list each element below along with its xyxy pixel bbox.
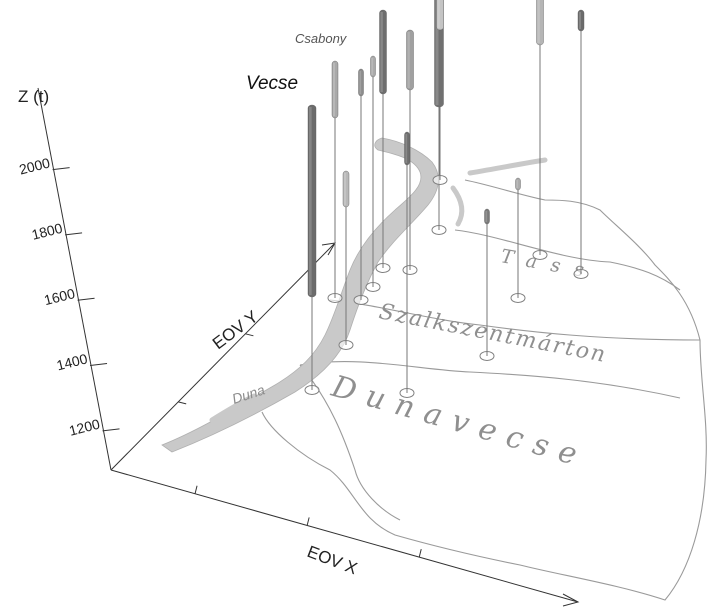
szalk-bar-highlight xyxy=(380,12,383,92)
z-tick-label-1600: 1600 xyxy=(42,285,76,308)
duna-side-channel xyxy=(467,157,548,176)
x-tick-0 xyxy=(194,485,198,494)
tetetlen-label: Tetétlen xyxy=(557,0,603,3)
duna-oxbow xyxy=(209,393,257,423)
site-14-depth-bar xyxy=(436,0,444,31)
z-tick-2000 xyxy=(52,167,70,171)
site-8-bar-highlight xyxy=(371,58,374,75)
site-9-depth-bar xyxy=(406,29,414,91)
municipal-border-east xyxy=(454,229,681,291)
csabony-depth-bar xyxy=(331,60,339,119)
site-7-bar-highlight xyxy=(359,71,362,94)
z-tick-label-1800: 1800 xyxy=(30,220,64,243)
z-tick-label-1400: 1400 xyxy=(55,350,89,373)
municipal-border-south xyxy=(299,361,681,399)
z-tick-1200 xyxy=(102,428,120,432)
region-label-dunavecse: Dunavecse xyxy=(327,369,592,476)
y-axis-label: EOV Y xyxy=(209,307,262,353)
csabony-bar-highlight xyxy=(333,63,335,116)
well-labels: VecseCsabonySzalkSzentmártonTassTetétlen xyxy=(246,0,603,94)
site-13-depth-bar xyxy=(515,177,521,191)
vecse-label: Vecse xyxy=(246,73,298,94)
x-axis-line xyxy=(110,469,579,603)
z-tick-label-1200: 1200 xyxy=(67,416,101,439)
site-7-depth-bar xyxy=(358,68,364,97)
y-tick-1 xyxy=(245,333,254,337)
y-tick-0 xyxy=(178,401,187,405)
duna-backwater xyxy=(450,185,465,227)
site-14-bar-highlight xyxy=(437,0,440,28)
tetetlen-depth-bar xyxy=(577,9,585,32)
z-tick-1800 xyxy=(65,232,83,236)
site-13-bar-highlight xyxy=(516,180,519,188)
site-10-bar-highlight xyxy=(344,173,346,205)
z-tick-label-2000: 2000 xyxy=(17,154,51,177)
tass-bar-highlight xyxy=(537,0,540,43)
site-11-bar-highlight xyxy=(405,134,408,163)
vecse-bar-highlight xyxy=(309,107,312,295)
x-tick-1 xyxy=(306,517,310,526)
z-tick-1600 xyxy=(77,297,95,301)
site-12-depth-bar xyxy=(484,208,490,225)
z-axis-label: Z (t) xyxy=(18,87,49,106)
x-axis-label: EOV X xyxy=(305,542,360,578)
y-axis-line xyxy=(110,242,336,471)
x-axis-arrowhead xyxy=(562,593,580,607)
site-8-depth-bar xyxy=(370,55,376,78)
szalk-depth-bar xyxy=(379,9,387,95)
tass-depth-bar xyxy=(536,0,544,46)
site-11-depth-bar xyxy=(404,131,410,166)
z-axis-line xyxy=(37,87,112,471)
inner-boundary xyxy=(299,364,401,521)
csabony-label: Csabony xyxy=(295,31,348,46)
site-10-depth-bar xyxy=(342,170,350,208)
x-tick-2 xyxy=(418,548,422,558)
map-boundary xyxy=(261,179,707,601)
site-12-bar-highlight xyxy=(485,211,488,222)
municipal-border-north xyxy=(329,299,701,341)
z-tick-1400 xyxy=(89,363,108,367)
vecse-depth-bar xyxy=(307,104,317,298)
tetetlen-bar-highlight xyxy=(579,12,581,29)
szentmarton-bar-highlight xyxy=(435,0,439,105)
base-map: Duna Dunavecse Szalkszentmárton Tass xyxy=(161,137,707,601)
well-bars xyxy=(307,0,585,298)
site-9-bar-highlight xyxy=(407,32,410,88)
